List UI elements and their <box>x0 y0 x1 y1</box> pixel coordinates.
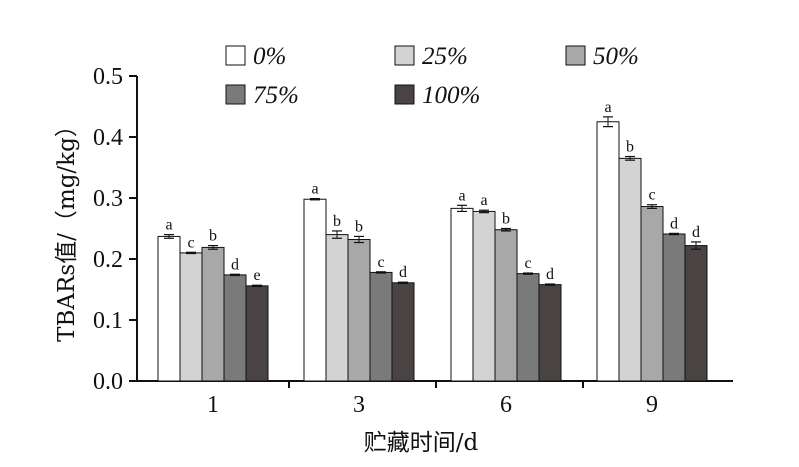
bar <box>538 284 562 382</box>
x-tick-label: 6 <box>500 392 512 418</box>
significance-label: d <box>231 256 239 273</box>
legend-swatch <box>565 45 586 66</box>
y-tick-label: 0.1 <box>93 308 123 334</box>
legend-item: 25% <box>394 43 468 70</box>
legend-swatch <box>225 45 246 66</box>
bar <box>369 271 393 382</box>
bar <box>618 157 642 382</box>
x-tick-label: 9 <box>646 392 658 418</box>
bar <box>245 285 269 382</box>
significance-label: b <box>333 213 341 230</box>
bar <box>516 273 540 382</box>
bar <box>662 233 686 382</box>
y-tick-label: 0.4 <box>93 125 123 151</box>
x-axis-title: 贮藏时间/d <box>364 430 479 456</box>
bar <box>391 282 415 382</box>
significance-label: b <box>502 211 510 228</box>
bar <box>684 245 708 382</box>
legend-item: 75% <box>225 82 299 109</box>
y-tick-label: 0.3 <box>93 186 123 212</box>
significance-label: b <box>626 139 634 156</box>
series-100%: e d d d <box>245 224 708 382</box>
bar <box>596 121 620 382</box>
significance-label: a <box>311 181 318 198</box>
significance-label: a <box>480 192 487 209</box>
series-50%: bb bc <box>201 187 664 382</box>
legend-label: 75% <box>253 82 299 109</box>
significance-label: d <box>546 266 554 283</box>
bar <box>325 234 349 382</box>
x-axis: 1 3 6 9 <box>137 380 733 418</box>
series-0%: aa aa <box>157 99 620 382</box>
significance-label: c <box>648 187 655 204</box>
significance-label: d <box>399 264 407 281</box>
y-axis-title: TBARs值/（mg/kg） <box>54 114 80 342</box>
significance-label: e <box>253 267 260 284</box>
y-tick-label: 0.2 <box>93 247 123 273</box>
bar <box>347 238 371 382</box>
bar <box>472 210 496 382</box>
y-axis: 0.0 0.1 0.2 0.3 0.4 0.5 <box>93 64 138 395</box>
significance-label: a <box>604 99 611 116</box>
legend-label: 0% <box>253 43 286 70</box>
bar <box>303 198 327 382</box>
bar <box>201 246 225 382</box>
bar <box>157 235 181 382</box>
legend-item: 50% <box>565 43 639 70</box>
legend-swatch <box>394 84 415 105</box>
bar <box>450 207 474 382</box>
significance-label: b <box>355 218 363 235</box>
y-tick-label: 0.5 <box>93 64 123 90</box>
bar <box>640 206 664 382</box>
y-tick-label: 0.0 <box>93 369 123 395</box>
legend-swatch <box>225 84 246 105</box>
significance-label: a <box>458 187 465 204</box>
significance-label: c <box>524 255 531 272</box>
significance-label: d <box>692 224 700 241</box>
legend-label: 100% <box>422 82 480 109</box>
legend-item: 100% <box>394 82 480 109</box>
bar <box>223 274 247 382</box>
legend-swatch <box>394 45 415 66</box>
x-tick-label: 1 <box>207 392 219 418</box>
significance-label: a <box>165 217 172 234</box>
bar <box>179 252 203 382</box>
significance-label: d <box>670 215 678 232</box>
bar <box>494 229 518 382</box>
significance-label: c <box>187 234 194 251</box>
legend-label: 50% <box>593 43 639 70</box>
significance-label: b <box>209 228 217 245</box>
legend-item: 0% <box>225 43 286 70</box>
x-tick-label: 3 <box>353 392 365 418</box>
significance-label: c <box>377 254 384 271</box>
legend: 0% 25% 50% 75% 100% <box>225 43 639 109</box>
legend-label: 25% <box>422 43 468 70</box>
